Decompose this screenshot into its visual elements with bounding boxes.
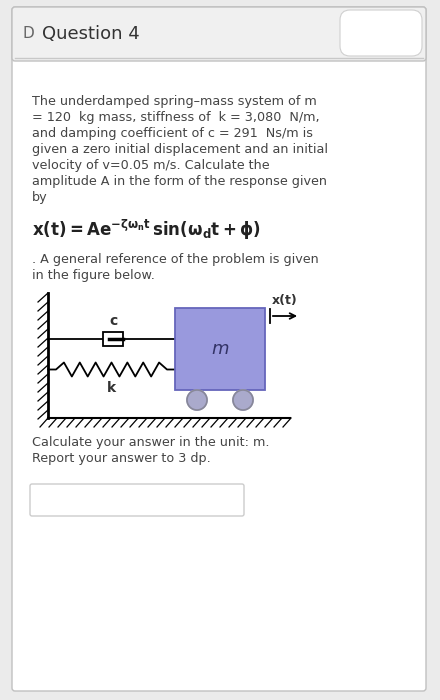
Text: D: D — [22, 27, 34, 41]
Text: Report your answer to 3 dp.: Report your answer to 3 dp. — [32, 452, 211, 465]
Text: velocity of v=0.05 m/s. Calculate the: velocity of v=0.05 m/s. Calculate the — [32, 159, 270, 172]
Text: by: by — [32, 191, 48, 204]
Text: . A general reference of the problem is given: . A general reference of the problem is … — [32, 253, 319, 266]
Circle shape — [233, 390, 253, 410]
Text: = 120  kg mass, stiffness of  k = 3,080  N/m,: = 120 kg mass, stiffness of k = 3,080 N/… — [32, 111, 319, 124]
Text: Question 4: Question 4 — [42, 25, 140, 43]
Text: $\mathbf{x(t) = Ae^{-\zeta\omega_n t}\,sin(\omega_d t + \phi)}$: $\mathbf{x(t) = Ae^{-\zeta\omega_n t}\,s… — [32, 217, 260, 241]
Circle shape — [187, 390, 207, 410]
FancyBboxPatch shape — [12, 7, 426, 691]
Bar — [103, 332, 123, 346]
Text: k: k — [107, 381, 116, 395]
FancyBboxPatch shape — [12, 7, 426, 61]
Text: Calculate your answer in the unit: m.: Calculate your answer in the unit: m. — [32, 436, 269, 449]
Text: The underdamped spring–mass system of m: The underdamped spring–mass system of m — [32, 95, 317, 108]
FancyBboxPatch shape — [30, 484, 244, 516]
Text: given a zero initial displacement and an initial: given a zero initial displacement and an… — [32, 143, 328, 156]
Text: x(t): x(t) — [272, 294, 298, 307]
Text: c: c — [109, 314, 117, 328]
Text: and damping coefficient of c = 291  Ns/m is: and damping coefficient of c = 291 Ns/m … — [32, 127, 313, 140]
Text: m: m — [211, 340, 229, 358]
Text: in the figure below.: in the figure below. — [32, 269, 155, 282]
Bar — [175, 308, 265, 390]
Text: amplitude A in the form of the response given: amplitude A in the form of the response … — [32, 175, 327, 188]
FancyBboxPatch shape — [340, 10, 422, 56]
